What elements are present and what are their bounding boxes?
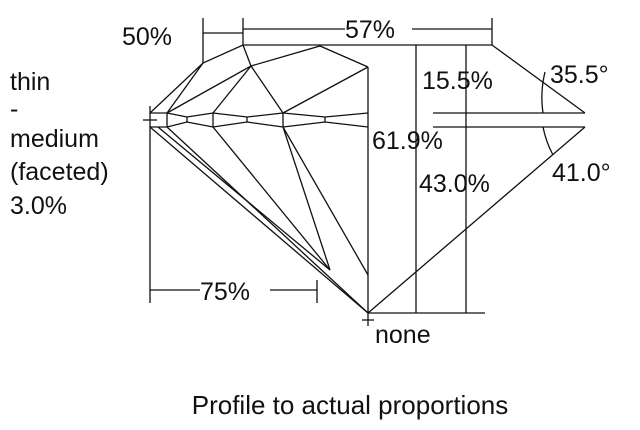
lower-half-label: 75% xyxy=(200,278,250,306)
girdle-label-5: 3.0% xyxy=(10,192,67,220)
girdle-label-4: (faceted) xyxy=(10,158,109,186)
pavilion-angle-label: 41.0° xyxy=(552,159,611,187)
star-length-label: 50% xyxy=(122,23,172,51)
diamond-outline xyxy=(143,44,586,326)
table-label: 57% xyxy=(345,16,395,44)
dimension-lines xyxy=(149,18,554,314)
girdle-label-3: medium xyxy=(10,125,99,153)
culet-label: none xyxy=(375,321,431,349)
total-depth-label: 61.9% xyxy=(372,127,443,155)
girdle-label-1: thin xyxy=(10,68,50,96)
caption: Profile to actual proportions xyxy=(192,390,509,420)
crown-height-label: 15.5% xyxy=(422,67,493,95)
pavilion-depth-label: 43.0% xyxy=(419,170,490,198)
girdle-label-2: - xyxy=(10,95,18,123)
crown-angle-label: 35.5° xyxy=(550,61,609,89)
